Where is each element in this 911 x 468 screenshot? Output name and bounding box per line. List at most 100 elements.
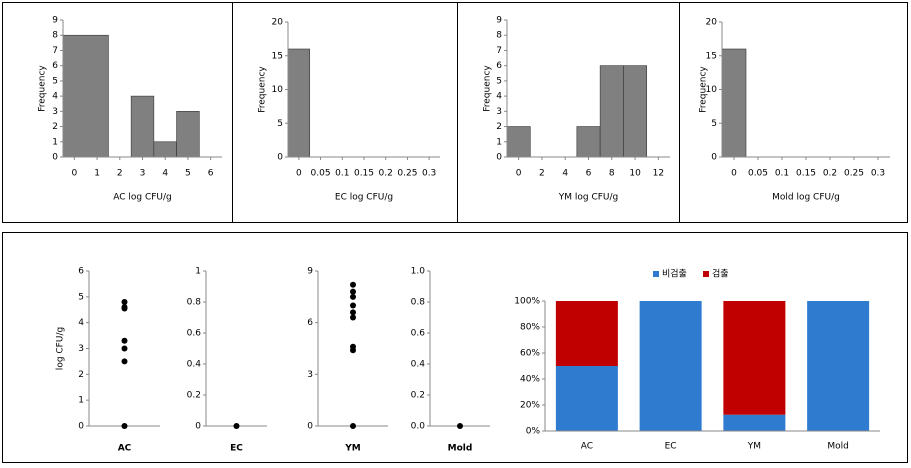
y-tick-label: 100% (514, 297, 540, 307)
y-tick-label: 7 (496, 46, 502, 56)
x-tick-label: 0.3 (871, 169, 885, 179)
y-tick-label: 0.4 (187, 360, 202, 370)
legend-swatch (703, 271, 709, 277)
bar (62, 34, 109, 158)
y-tick-label: 0 (496, 153, 502, 163)
x-tick-label: 0.2 (823, 169, 837, 179)
y-tick-label: 0.0 (411, 422, 426, 432)
y-tick-label: 2 (78, 370, 84, 380)
x-tick-label: Mold (827, 442, 849, 452)
y-tick-label: 2 (496, 122, 502, 132)
x-tick-label: 4 (562, 169, 568, 179)
bar-segment (639, 301, 702, 431)
dot (121, 304, 128, 311)
y-tick-label: 2 (52, 122, 58, 132)
y-tick-label: 20% (520, 401, 540, 411)
y-tick-label: 60% (520, 349, 540, 359)
y-tick-label: 0.4 (411, 360, 426, 370)
x-tick-label: Mold (448, 444, 473, 454)
panel (2, 232, 908, 463)
y-tick-label: 80% (520, 323, 540, 333)
y-tick-label: 8 (496, 31, 502, 41)
bar (599, 65, 624, 158)
y-tick-label: 0.8 (411, 298, 426, 308)
dot (121, 423, 128, 429)
dot (350, 314, 356, 321)
x-tick-label: 0 (731, 169, 737, 179)
x-tick-label: 12 (653, 169, 664, 179)
bar-segment (723, 301, 786, 415)
y-tick-label: 0.2 (187, 391, 201, 401)
x-tick-label: 0.05 (748, 169, 768, 179)
legend-label: 검출 (712, 268, 729, 280)
y-tick-label: 0 (78, 422, 84, 432)
dot (350, 281, 356, 288)
y-tick-label: 5 (711, 119, 717, 129)
dot (350, 302, 356, 309)
bar-segment (723, 414, 786, 431)
x-tick-label: 5 (185, 169, 191, 179)
x-tick-label: 0.1 (335, 169, 349, 179)
y-tick-label: 0 (277, 153, 283, 163)
y-tick-label: 3 (496, 107, 502, 117)
y-tick-label: 4 (52, 92, 58, 102)
y-tick-label: 1 (496, 137, 502, 147)
y-tick-label: 0 (307, 422, 313, 432)
x-tick-label: 2 (539, 169, 545, 179)
bar (623, 65, 648, 158)
dot (350, 343, 356, 350)
x-tick-label: 0.2 (379, 169, 393, 179)
x-tick-label: 1 (94, 169, 100, 179)
y-tick-label: 9 (496, 16, 502, 26)
x-tick-label: 0.25 (844, 169, 864, 179)
y-tick-label: 1 (195, 267, 201, 277)
y-axis-label: Frequency (699, 66, 709, 113)
bar (153, 141, 177, 158)
y-tick-label: 1 (52, 137, 58, 147)
y-tick-label: 0.6 (187, 329, 202, 339)
y-tick-label: 5 (277, 119, 283, 129)
dot (350, 293, 356, 300)
x-tick-label: 0.3 (422, 169, 436, 179)
x-tick-label: YM (344, 444, 361, 454)
bar (506, 126, 531, 158)
dot (457, 423, 463, 429)
bar (130, 95, 155, 158)
dot (350, 288, 356, 295)
x-tick-label: 2 (117, 169, 123, 179)
x-tick-label: 0 (296, 169, 302, 179)
bar-segment (555, 301, 618, 366)
x-tick-label: 0.1 (775, 169, 789, 179)
y-axis-label: Frequency (38, 65, 48, 112)
x-axis-label: YM log CFU/g (558, 193, 619, 203)
y-tick-label: 20 (272, 18, 284, 28)
x-tick-label: EC (665, 442, 677, 452)
y-tick-label: 0 (711, 153, 717, 163)
x-tick-label: EC (230, 444, 243, 454)
y-tick-label: 9 (52, 16, 58, 26)
bar (287, 48, 311, 158)
y-tick-label: 6 (78, 267, 84, 277)
y-tick-label: 0 (52, 153, 58, 163)
y-tick-label: 6 (496, 61, 502, 71)
x-tick-label: AC (118, 444, 132, 454)
x-tick-label: 0.05 (311, 169, 331, 179)
y-axis-label: log CFU/g (56, 327, 66, 370)
dot (121, 299, 128, 305)
y-tick-label: 6 (307, 318, 313, 328)
x-tick-label: 4 (162, 169, 168, 179)
y-tick-label: 3 (307, 370, 313, 380)
y-tick-label: 0% (526, 427, 541, 437)
x-tick-label: 6 (586, 169, 592, 179)
panel (679, 2, 908, 223)
y-tick-label: 15 (272, 51, 283, 61)
x-tick-label: 6 (208, 169, 214, 179)
y-tick-label: 0.8 (187, 298, 202, 308)
y-tick-label: 10 (272, 85, 284, 95)
y-tick-label: 5 (52, 76, 58, 86)
y-tick-label: 0 (195, 422, 201, 432)
y-axis-label: Frequency (258, 66, 268, 113)
x-tick-label: 0.15 (796, 169, 816, 179)
y-tick-label: 1 (78, 396, 84, 406)
bar (176, 111, 200, 158)
